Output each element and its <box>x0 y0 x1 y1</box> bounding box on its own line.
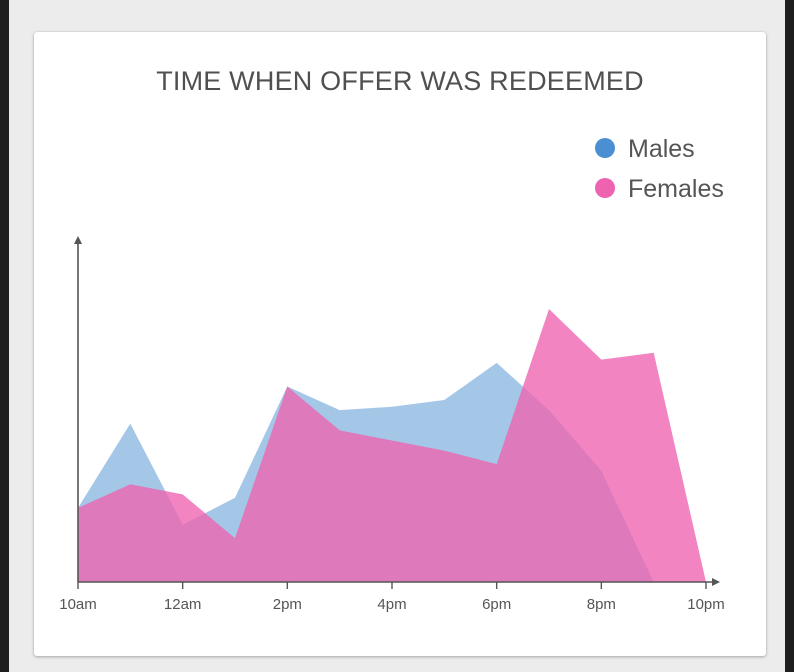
x-tick-label: 6pm <box>482 596 511 613</box>
legend-swatch-males <box>595 138 615 158</box>
legend-label-males: Males <box>628 135 695 163</box>
area-females <box>78 309 706 582</box>
x-tick-label: 10am <box>59 596 97 613</box>
x-tick-label: 12am <box>164 596 202 613</box>
x-tick-label: 10pm <box>687 596 725 613</box>
chart-plot: 10am 12am 2pm 4pm 6pm 8pm 10pm Males Females <box>59 135 725 613</box>
x-axis-arrow <box>712 578 720 586</box>
window-frame-right <box>785 0 794 672</box>
chart-legend: Males Females <box>595 135 724 203</box>
chart-card: TIME WHEN OFFER WAS REDEEMED 10am 12am 2pm… <box>34 32 766 656</box>
window-frame-left <box>0 0 9 672</box>
x-tick-label: 8pm <box>587 596 616 613</box>
chart-title: TIME WHEN OFFER WAS REDEEMED <box>156 66 644 96</box>
series-areas <box>78 309 706 582</box>
legend-label-females: Females <box>628 175 724 203</box>
chart-axes <box>74 236 720 586</box>
x-tick-label: 4pm <box>377 596 406 613</box>
legend-swatch-females <box>595 178 615 198</box>
y-axis-arrow <box>74 236 82 244</box>
x-tick-label: 2pm <box>273 596 302 613</box>
x-axis-ticks: 10am 12am 2pm 4pm 6pm 8pm 10pm <box>59 582 725 613</box>
